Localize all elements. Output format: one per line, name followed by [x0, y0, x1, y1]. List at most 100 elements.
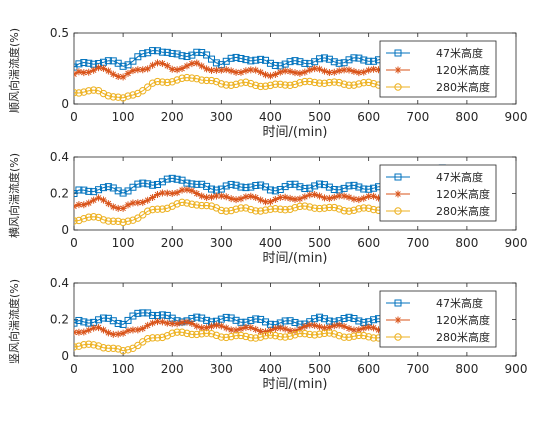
data-point	[365, 185, 373, 193]
data-point	[198, 62, 206, 70]
data-point	[207, 202, 216, 210]
x-tick-label: 400	[259, 236, 282, 250]
data-point	[335, 321, 343, 329]
data-point	[256, 207, 265, 215]
data-point	[369, 79, 378, 88]
data-point	[95, 316, 103, 324]
data-point	[114, 345, 122, 353]
data-point	[153, 59, 161, 67]
data-point	[281, 183, 289, 191]
data-point	[296, 325, 304, 333]
data-point	[188, 187, 196, 195]
data-point	[163, 78, 172, 87]
data-point	[134, 309, 142, 317]
data-point	[232, 68, 240, 76]
data-point	[188, 180, 196, 188]
data-point	[271, 61, 279, 69]
data-point	[262, 318, 270, 326]
data-point	[144, 321, 152, 329]
data-point	[89, 213, 98, 221]
data-point	[153, 190, 161, 198]
data-point	[202, 201, 211, 210]
data-point	[232, 205, 240, 213]
x-tick-label: 400	[259, 110, 282, 124]
legend-item: 280米高度	[386, 80, 490, 94]
data-point	[207, 76, 216, 85]
data-point	[291, 57, 299, 65]
data-point	[139, 50, 147, 58]
data-point	[129, 57, 137, 65]
data-point	[158, 311, 166, 319]
data-point	[202, 76, 211, 85]
data-point	[276, 68, 284, 76]
x-tick-label: 200	[161, 362, 184, 376]
x-tick-label: 900	[505, 236, 528, 250]
data-point	[252, 207, 260, 215]
data-point	[149, 47, 157, 55]
data-point	[315, 79, 324, 87]
data-point	[104, 57, 112, 65]
data-point	[306, 203, 314, 211]
data-point	[330, 193, 338, 201]
legend-label: 120米高度	[436, 63, 490, 77]
data-point	[119, 73, 127, 81]
data-point	[149, 311, 157, 319]
x-tick-label: 300	[210, 110, 233, 124]
data-point	[104, 314, 112, 322]
data-point	[163, 319, 171, 327]
legend-marker	[394, 66, 402, 74]
data-point	[360, 68, 368, 76]
data-point	[119, 189, 127, 197]
data-point	[286, 205, 294, 213]
data-point	[355, 205, 363, 213]
subplot-3: 0 100 200 300 400 500 600 700 800 900 0 0.2 0.4 时间/(m…	[7, 276, 527, 392]
data-point	[301, 68, 309, 76]
data-point	[291, 69, 299, 77]
y-tick-label: 0.4	[50, 150, 69, 164]
data-point	[119, 62, 127, 70]
data-point	[153, 77, 162, 86]
legend: 47米高度 120米高度 280米高度	[379, 40, 497, 98]
data-point	[247, 334, 255, 342]
data-point	[124, 61, 132, 69]
data-point	[197, 201, 206, 210]
data-point	[247, 324, 255, 332]
data-point	[296, 183, 304, 191]
data-point	[355, 54, 363, 62]
data-point	[193, 201, 201, 209]
data-point	[257, 196, 265, 204]
data-point	[355, 196, 363, 204]
data-point	[99, 216, 108, 224]
data-point	[178, 328, 186, 336]
data-point	[315, 330, 324, 338]
data-point	[301, 185, 309, 193]
data-point	[124, 346, 132, 354]
data-point	[203, 324, 211, 332]
data-point	[129, 216, 137, 224]
data-point	[153, 318, 161, 326]
x-tick-label: 600	[357, 110, 380, 124]
data-point	[183, 62, 191, 70]
data-point	[370, 316, 378, 324]
x-tick-label: 200	[161, 110, 184, 124]
data-point	[330, 58, 338, 66]
x-tick-label: 300	[210, 236, 233, 250]
data-point	[198, 180, 206, 188]
data-point	[271, 204, 280, 213]
data-point	[262, 198, 270, 206]
data-point	[124, 316, 132, 324]
data-point	[296, 329, 304, 338]
data-point	[95, 64, 103, 72]
data-point	[129, 91, 137, 99]
data-point	[212, 66, 220, 74]
data-point	[286, 327, 294, 335]
data-point	[256, 333, 265, 341]
data-point	[80, 328, 88, 336]
data-point	[85, 68, 93, 76]
data-point	[74, 343, 78, 351]
y-tick-label: 0	[61, 97, 69, 111]
data-point	[144, 196, 152, 204]
x-tick-label: 700	[406, 236, 429, 250]
data-point	[158, 189, 166, 197]
y-tick-label: 0	[61, 349, 69, 363]
